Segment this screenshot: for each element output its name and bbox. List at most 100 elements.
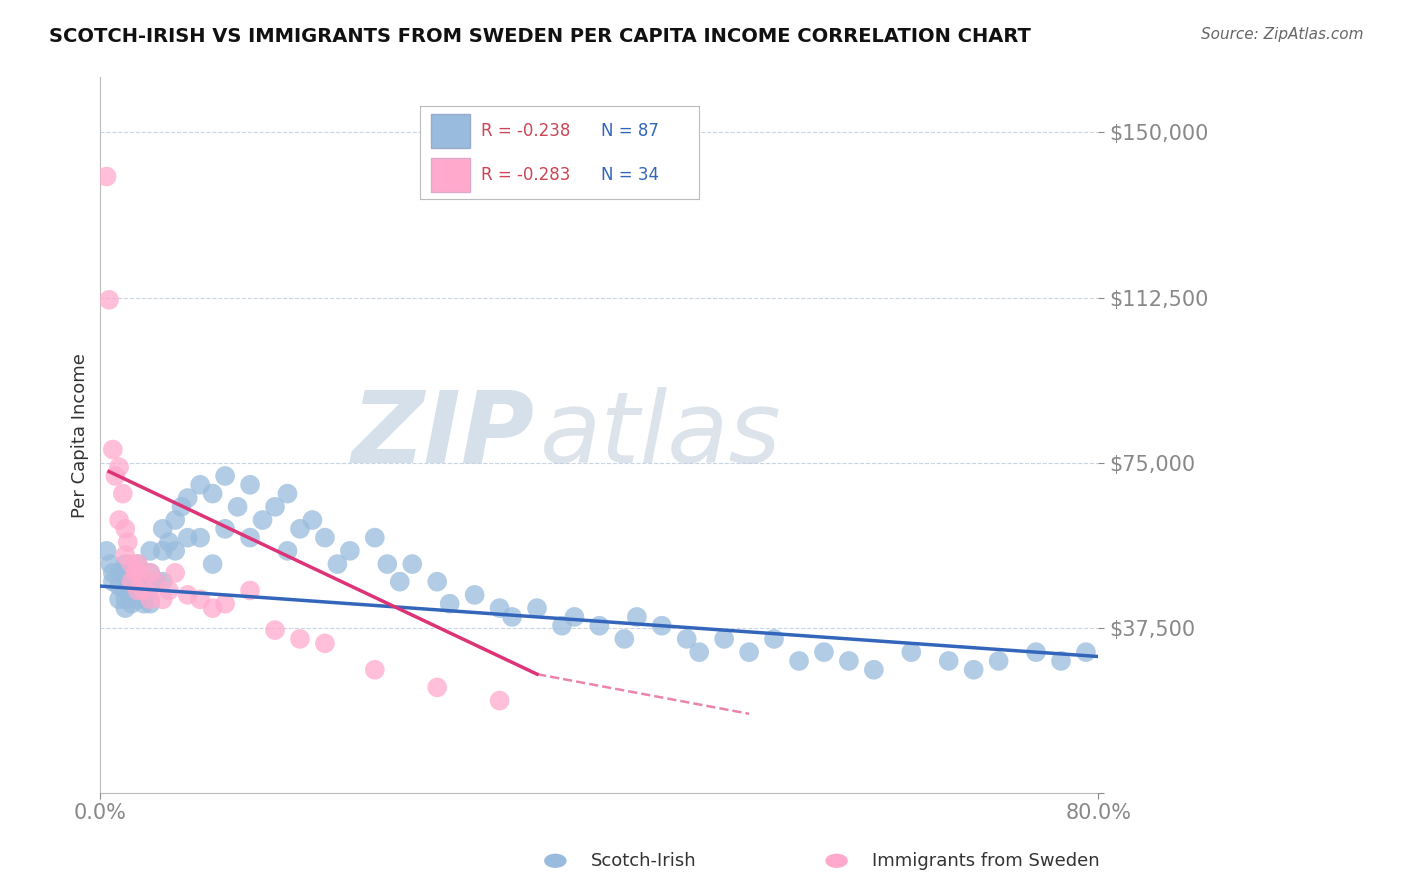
Point: [124, 566, 146, 580]
Point: [938, 654, 960, 668]
Point: [176, 588, 198, 602]
Point: [114, 548, 136, 562]
Point: [121, 557, 143, 571]
Point: [127, 557, 149, 571]
Point: [588, 618, 610, 632]
Point: [264, 623, 287, 637]
Point: [239, 531, 262, 545]
Point: [626, 610, 648, 624]
Point: [488, 601, 510, 615]
Point: [121, 583, 143, 598]
Point: [201, 557, 224, 571]
Point: [152, 592, 174, 607]
Text: Immigrants from Sweden: Immigrants from Sweden: [872, 852, 1099, 870]
Point: [157, 535, 180, 549]
Point: [787, 654, 810, 668]
Point: [176, 491, 198, 505]
Point: [114, 592, 136, 607]
Point: [439, 597, 461, 611]
Point: [117, 535, 139, 549]
Point: [114, 601, 136, 615]
Point: [101, 442, 124, 457]
Point: [738, 645, 761, 659]
Point: [127, 583, 149, 598]
Point: [188, 592, 211, 607]
Point: [129, 566, 152, 580]
Point: [98, 293, 121, 307]
Point: [108, 566, 131, 580]
Text: Source: ZipAtlas.com: Source: ZipAtlas.com: [1201, 27, 1364, 42]
Point: [426, 574, 449, 589]
Point: [101, 574, 124, 589]
Point: [121, 574, 143, 589]
Point: [838, 654, 860, 668]
Point: [201, 486, 224, 500]
Point: [114, 570, 136, 584]
Point: [132, 583, 155, 598]
Point: [651, 618, 673, 632]
Point: [314, 531, 336, 545]
Point: [214, 522, 236, 536]
Point: [108, 513, 131, 527]
Point: [165, 566, 187, 580]
Point: [501, 610, 523, 624]
Point: [1074, 645, 1097, 659]
Point: [226, 500, 249, 514]
Point: [132, 597, 155, 611]
Point: [157, 583, 180, 598]
Point: [1050, 654, 1073, 668]
Point: [713, 632, 735, 646]
Point: [426, 681, 449, 695]
Point: [101, 566, 124, 580]
Point: [108, 579, 131, 593]
Point: [987, 654, 1010, 668]
Point: [139, 597, 162, 611]
Point: [388, 574, 411, 589]
Point: [288, 632, 311, 646]
Text: Scotch-Irish: Scotch-Irish: [591, 852, 696, 870]
Point: [688, 645, 710, 659]
Point: [139, 566, 162, 580]
Point: [111, 486, 134, 500]
Point: [132, 574, 155, 589]
Point: [264, 500, 287, 514]
Point: [201, 601, 224, 615]
Point: [139, 544, 162, 558]
Point: [252, 513, 274, 527]
Point: [176, 531, 198, 545]
Point: [139, 579, 162, 593]
Point: [401, 557, 423, 571]
Point: [127, 579, 149, 593]
Point: [145, 574, 167, 589]
Point: [326, 557, 349, 571]
Point: [114, 583, 136, 598]
Point: [364, 663, 387, 677]
Point: [288, 522, 311, 536]
Point: [114, 522, 136, 536]
Point: [139, 592, 162, 607]
Point: [139, 566, 162, 580]
Point: [188, 531, 211, 545]
Point: [364, 531, 387, 545]
Text: SCOTCH-IRISH VS IMMIGRANTS FROM SWEDEN PER CAPITA INCOME CORRELATION CHART: SCOTCH-IRISH VS IMMIGRANTS FROM SWEDEN P…: [49, 27, 1031, 45]
Point: [963, 663, 986, 677]
Point: [314, 636, 336, 650]
Point: [98, 557, 121, 571]
Point: [96, 169, 118, 184]
Point: [301, 513, 323, 527]
Point: [339, 544, 361, 558]
Point: [239, 583, 262, 598]
Point: [488, 693, 510, 707]
Point: [165, 544, 187, 558]
Point: [276, 544, 298, 558]
Point: [375, 557, 398, 571]
Y-axis label: Per Capita Income: Per Capita Income: [72, 353, 89, 517]
Point: [127, 557, 149, 571]
Point: [152, 522, 174, 536]
Point: [214, 597, 236, 611]
Point: [564, 610, 586, 624]
Point: [127, 570, 149, 584]
Point: [276, 486, 298, 500]
Point: [121, 574, 143, 589]
Point: [108, 592, 131, 607]
